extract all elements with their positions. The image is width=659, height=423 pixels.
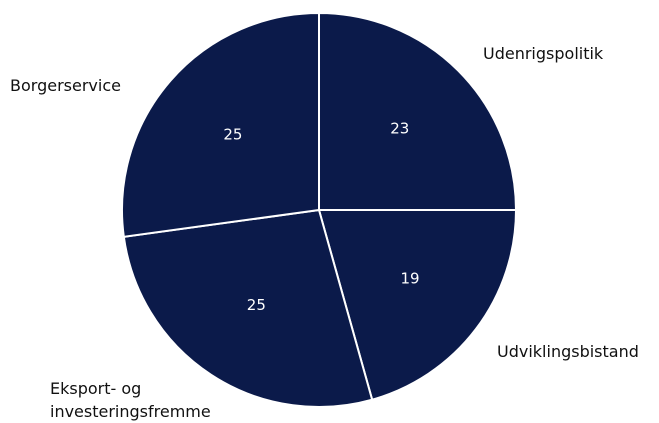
category-label: Udenrigspolitik <box>483 44 604 63</box>
value-label: 25 <box>223 125 242 143</box>
value-label: 25 <box>247 296 266 314</box>
pie-slice <box>317 209 518 401</box>
pie-slice <box>122 208 374 408</box>
value-label: 23 <box>390 120 409 138</box>
pie-slice <box>121 11 320 238</box>
category-label: Udviklingsbistand <box>497 342 639 361</box>
category-label: Eksport- og investeringsfremme <box>50 379 211 421</box>
category-label: Borgerservice <box>10 76 121 95</box>
value-label: 19 <box>400 270 419 288</box>
pie-slice <box>318 11 518 211</box>
